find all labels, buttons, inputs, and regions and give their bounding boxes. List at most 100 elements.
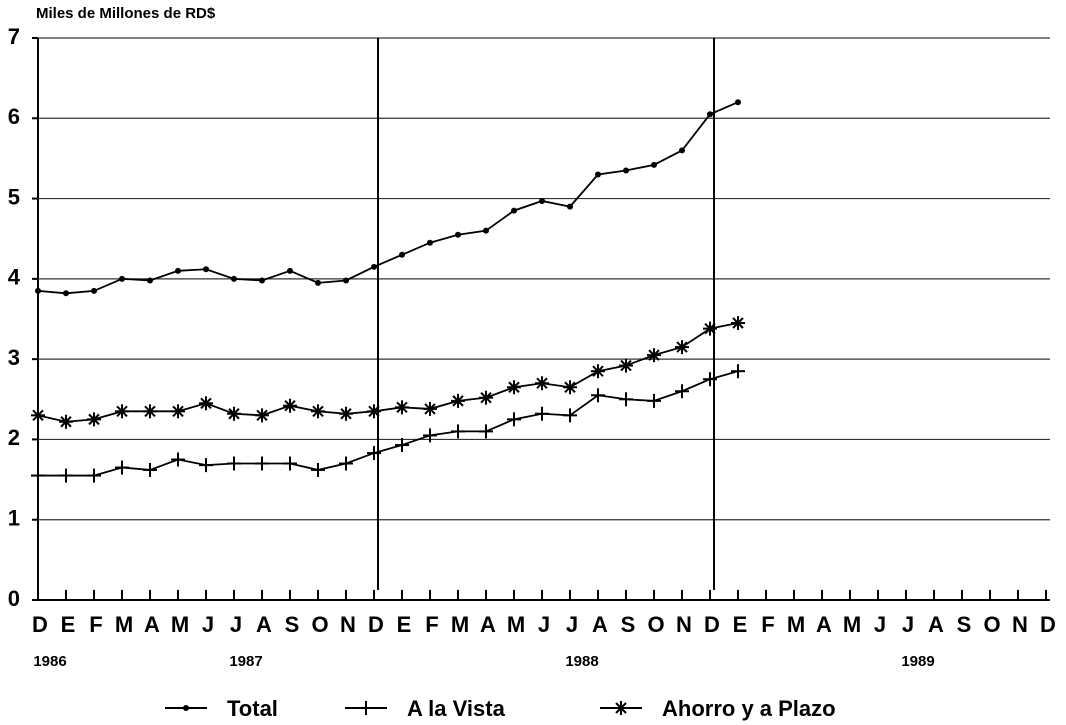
x-tick-label: M (115, 612, 133, 637)
marker (480, 391, 492, 404)
point (343, 277, 349, 284)
marker (539, 197, 545, 204)
chart-title: Miles de Millones de RD$ (36, 5, 216, 22)
legend-marker (359, 701, 373, 715)
marker (119, 275, 125, 282)
marker (88, 413, 100, 426)
x-tick-label: D (368, 612, 384, 637)
marker (287, 267, 293, 274)
point (679, 147, 685, 154)
point (507, 380, 521, 395)
x-tick-label: S (621, 612, 636, 637)
point (259, 277, 265, 284)
marker (203, 266, 209, 273)
x-tick-label: O (311, 612, 328, 637)
marker (483, 227, 489, 234)
point (479, 390, 493, 405)
point (143, 462, 157, 477)
marker (592, 365, 604, 377)
marker (228, 408, 240, 420)
marker (679, 147, 685, 154)
point (703, 321, 717, 336)
x-tick-label: M (451, 612, 469, 637)
marker (172, 405, 184, 418)
point (731, 316, 745, 331)
x-tick-label: J (874, 612, 886, 637)
x-tick-label: D (1040, 612, 1056, 637)
y-tick-label: 2 (8, 425, 20, 450)
marker (183, 705, 189, 711)
marker (371, 263, 377, 270)
x-tick-label: S (957, 612, 972, 637)
marker (511, 207, 517, 214)
marker (595, 171, 601, 178)
x-tick-label: N (1012, 612, 1028, 637)
marker (399, 251, 405, 258)
marker (175, 267, 181, 274)
point (175, 267, 181, 274)
point (283, 398, 297, 413)
point (171, 452, 185, 467)
x-tick-label: A (256, 612, 272, 637)
point (535, 376, 549, 391)
point (63, 290, 69, 297)
marker (200, 397, 212, 410)
y-tick-label: 5 (8, 184, 20, 209)
point (59, 414, 73, 429)
y-tick-label: 0 (8, 586, 20, 611)
y-tick-label: 4 (8, 265, 21, 290)
x-tick-label: S (285, 612, 300, 637)
point (623, 167, 629, 174)
marker (340, 408, 352, 420)
marker (651, 161, 657, 168)
marker (32, 409, 44, 422)
marker (343, 277, 349, 284)
point (315, 279, 321, 286)
point (399, 251, 405, 258)
point (367, 446, 381, 461)
point (199, 458, 213, 473)
x-tick-label: O (983, 612, 1000, 637)
point (311, 404, 325, 419)
point (479, 424, 493, 439)
series-line (38, 370, 739, 477)
marker (567, 203, 573, 210)
x-tick-label: D (32, 612, 48, 637)
x-tick-label: M (507, 612, 525, 637)
legend-marker (183, 705, 189, 711)
x-tick-label: M (787, 612, 805, 637)
marker (231, 275, 237, 282)
marker (620, 359, 632, 372)
x-tick-label: D (704, 612, 720, 637)
point (395, 438, 409, 453)
point (367, 404, 381, 419)
marker (615, 702, 627, 714)
marker (63, 290, 69, 297)
marker (452, 395, 464, 407)
point (647, 393, 661, 408)
point (455, 231, 461, 238)
point (619, 358, 633, 373)
point (255, 408, 269, 423)
marker (455, 231, 461, 238)
point (619, 392, 633, 407)
point (283, 456, 297, 471)
point (87, 412, 101, 427)
x-tick-label: M (171, 612, 189, 637)
point (287, 267, 293, 274)
point (59, 468, 73, 483)
point (31, 408, 45, 423)
marker (508, 381, 520, 393)
point (511, 207, 517, 214)
marker (676, 341, 688, 353)
x-tick-label: J (566, 612, 578, 637)
point (651, 161, 657, 168)
y-tick-label: 1 (8, 506, 20, 531)
legend-marker (614, 701, 628, 715)
point (591, 388, 605, 403)
point (563, 380, 577, 395)
marker (147, 277, 153, 284)
point (339, 406, 353, 421)
marker (424, 403, 436, 415)
